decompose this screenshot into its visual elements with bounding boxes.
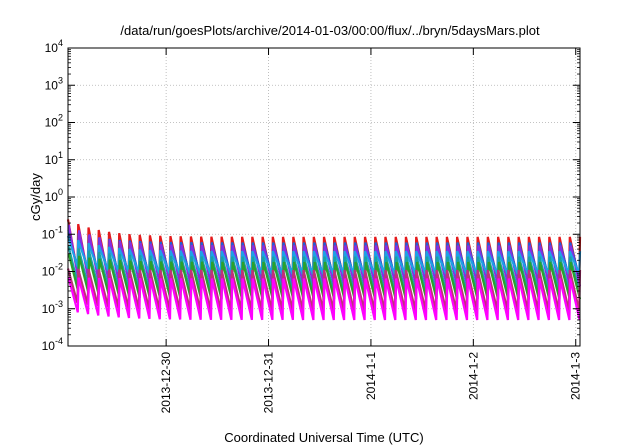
y-axis-label: cGy/day bbox=[28, 173, 43, 221]
y-tick-label: 10-4 bbox=[42, 336, 63, 353]
chart-title: /data/run/goesPlots/archive/2014-01-03/0… bbox=[120, 23, 540, 38]
x-axis-ticks: 2013-12-30 2013-12-31 2014-1-1 2014-1-2 2014… bbox=[159, 48, 583, 413]
x-tick-label: 2013-12-31 bbox=[262, 352, 276, 414]
y-tick-label: 104 bbox=[45, 38, 63, 55]
x-tick-label: 2013-12-30 bbox=[159, 352, 173, 414]
x-tick-label: 2014-1-1 bbox=[364, 352, 378, 400]
y-tick-label: 10-2 bbox=[42, 262, 63, 279]
y-axis-ticks: 10-4 10-3 10-2 10-1 100 101 102 103 104 bbox=[42, 38, 580, 353]
x-tick-label: 2014-1-3 bbox=[569, 352, 583, 400]
y-tick-label: 103 bbox=[45, 75, 63, 92]
y-tick-label: 101 bbox=[45, 150, 63, 167]
series-line-8 bbox=[67, 277, 581, 321]
y-tick-label: 100 bbox=[45, 187, 63, 204]
x-axis-label: Coordinated Universal Time (UTC) bbox=[224, 430, 423, 445]
y-tick-label: 10-1 bbox=[42, 224, 63, 241]
series-group bbox=[66, 219, 582, 321]
y-tick-label: 10-3 bbox=[42, 299, 63, 316]
x-tick-label: 2014-1-2 bbox=[466, 352, 480, 400]
y-tick-label: 102 bbox=[45, 113, 63, 130]
